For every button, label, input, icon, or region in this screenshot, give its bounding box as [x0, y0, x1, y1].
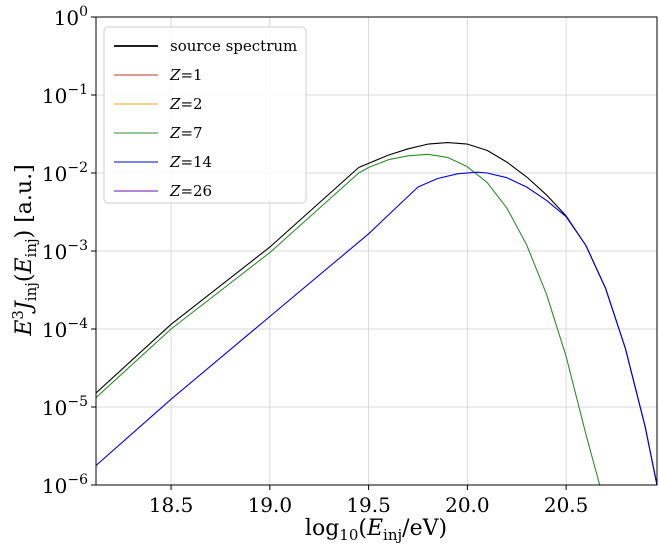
legend-entry: Z=26	[169, 182, 212, 200]
x-tick-label: 19.5	[346, 493, 391, 517]
x-tick-label: 20.5	[544, 493, 589, 517]
legend-box	[103, 26, 307, 204]
legend-entry: Z=1	[169, 66, 203, 84]
y-tick-label: 10−1	[42, 82, 88, 108]
series-line-z-7	[95, 153, 601, 486]
legend-entry: Z=14	[169, 153, 212, 171]
x-tick-label: 19.0	[248, 493, 293, 517]
y-tick-label: 10−3	[42, 238, 88, 264]
legend-entry: source spectrum	[170, 37, 297, 55]
x-axis-label-sub10: 10	[339, 526, 358, 544]
legend: source spectrum Z=1 Z=2 Z=7 Z=14 Z=26	[103, 26, 307, 204]
legend-entry: Z=7	[169, 124, 203, 142]
y-tick-label: 10−6	[42, 472, 88, 498]
y-tick-label: 10−5	[42, 394, 88, 420]
x-axis-label: log10(Einj/eV)	[305, 516, 447, 544]
y-axis-label: E3Jinj(Einj) [a.u.]	[9, 164, 40, 336]
legend-entry: Z=2	[169, 95, 203, 113]
x-tick-label: 20.0	[445, 493, 490, 517]
x-tick-label: 18.5	[149, 493, 194, 517]
x-axis-ticks: 18.5 19.0 19.5 20.0 20.5	[149, 485, 589, 517]
y-tick-label: 10−2	[42, 160, 88, 186]
series-line-z-14	[95, 171, 658, 486]
y-axis-ticks: 10−6 10−5 10−4 10−3 10−2 10−1 100	[42, 4, 96, 498]
y-tick-label: 100	[54, 4, 88, 30]
x-axis-label-log: log	[305, 516, 339, 541]
series-lines	[95, 142, 658, 486]
y-tick-label: 10−4	[42, 316, 88, 342]
